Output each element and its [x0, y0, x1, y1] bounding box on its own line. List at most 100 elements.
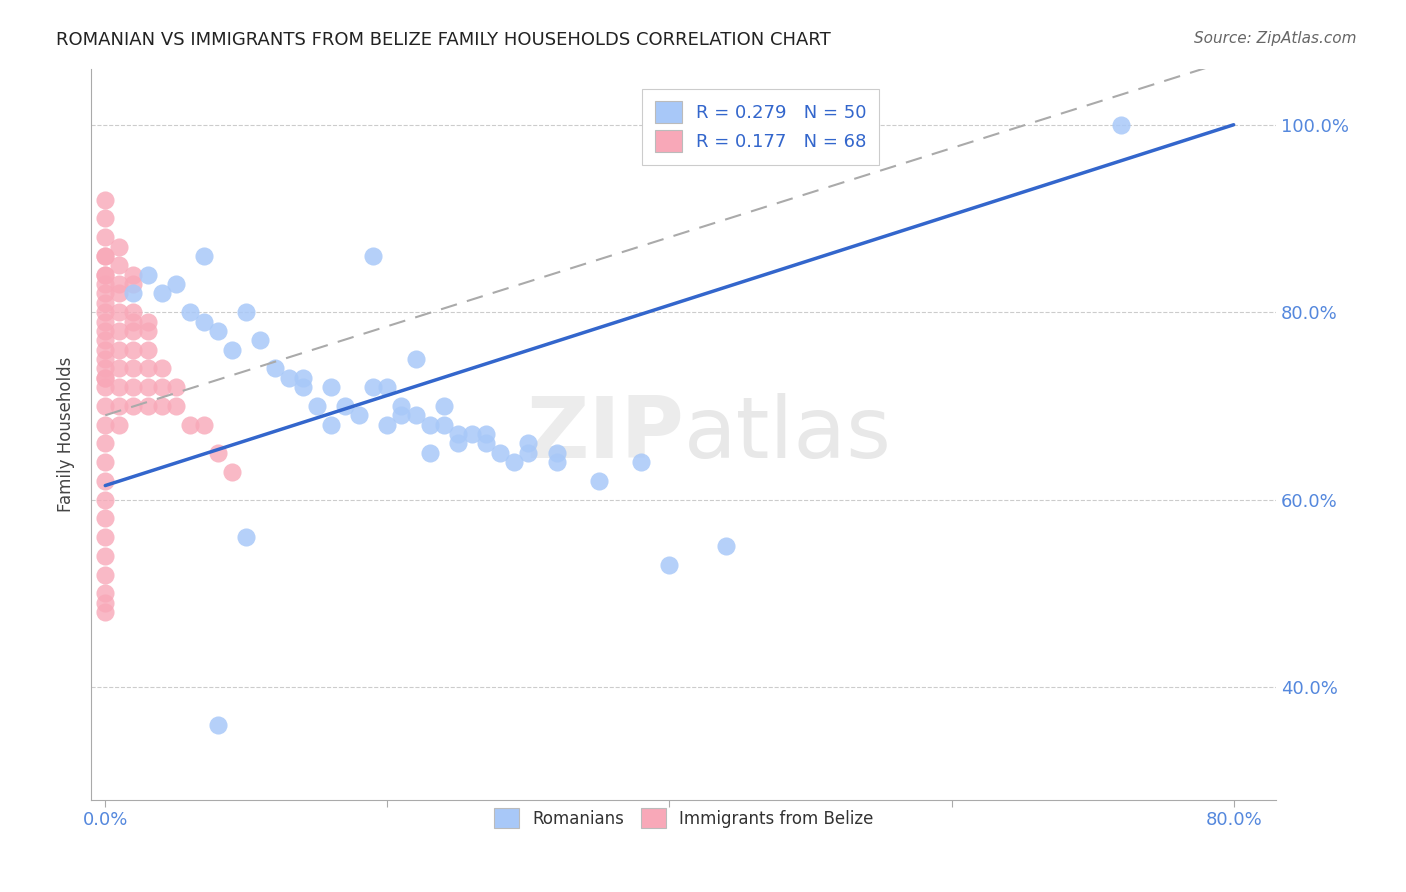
Point: [94, 193, 117, 207]
Point: [319, 417, 342, 432]
Point: [546, 446, 568, 460]
Point: [94, 249, 117, 263]
Text: ZIP: ZIP: [526, 392, 683, 475]
Point: [503, 455, 526, 469]
Point: [136, 314, 159, 328]
Point: [94, 295, 117, 310]
Point: [108, 380, 131, 394]
Point: [546, 455, 568, 469]
Point: [94, 492, 117, 507]
Point: [94, 361, 117, 376]
Point: [94, 586, 117, 600]
Point: [94, 371, 117, 385]
Point: [108, 343, 131, 357]
Point: [122, 399, 145, 413]
Point: [94, 343, 117, 357]
Legend: Romanians, Immigrants from Belize: Romanians, Immigrants from Belize: [486, 801, 880, 835]
Point: [517, 446, 540, 460]
Point: [263, 361, 285, 376]
Point: [94, 324, 117, 338]
Point: [108, 361, 131, 376]
Point: [221, 343, 243, 357]
Point: [235, 305, 257, 319]
Point: [405, 409, 427, 423]
Text: atlas: atlas: [683, 392, 891, 475]
Point: [94, 455, 117, 469]
Point: [136, 399, 159, 413]
Point: [108, 399, 131, 413]
Point: [419, 417, 441, 432]
Point: [94, 399, 117, 413]
Point: [94, 596, 117, 610]
Point: [94, 380, 117, 394]
Point: [277, 371, 299, 385]
Point: [108, 324, 131, 338]
Point: [94, 567, 117, 582]
Y-axis label: Family Households: Family Households: [58, 356, 75, 512]
Point: [122, 305, 145, 319]
Point: [94, 549, 117, 563]
Point: [108, 305, 131, 319]
Point: [94, 371, 117, 385]
Point: [630, 455, 652, 469]
Point: [165, 399, 187, 413]
Point: [433, 399, 456, 413]
Point: [193, 417, 215, 432]
Point: [179, 305, 201, 319]
Point: [108, 417, 131, 432]
Point: [179, 417, 201, 432]
Point: [108, 239, 131, 253]
Point: [249, 334, 271, 348]
Point: [405, 352, 427, 367]
Point: [122, 277, 145, 291]
Point: [193, 314, 215, 328]
Point: [319, 380, 342, 394]
Point: [361, 249, 384, 263]
Point: [391, 409, 413, 423]
Point: [489, 446, 512, 460]
Point: [207, 717, 229, 731]
Point: [419, 446, 441, 460]
Point: [94, 436, 117, 450]
Point: [136, 343, 159, 357]
Point: [658, 558, 681, 573]
Point: [447, 436, 470, 450]
Point: [94, 230, 117, 244]
Point: [291, 371, 314, 385]
Point: [94, 268, 117, 282]
Point: [94, 530, 117, 544]
Point: [1109, 118, 1132, 132]
Point: [108, 258, 131, 272]
Point: [94, 286, 117, 301]
Point: [347, 409, 370, 423]
Point: [94, 334, 117, 348]
Point: [94, 314, 117, 328]
Point: [475, 436, 498, 450]
Point: [136, 324, 159, 338]
Point: [122, 268, 145, 282]
Point: [517, 436, 540, 450]
Point: [94, 277, 117, 291]
Text: Source: ZipAtlas.com: Source: ZipAtlas.com: [1194, 31, 1357, 46]
Point: [122, 361, 145, 376]
Point: [361, 380, 384, 394]
Point: [94, 352, 117, 367]
Point: [94, 474, 117, 488]
Point: [94, 305, 117, 319]
Point: [433, 417, 456, 432]
Point: [150, 380, 173, 394]
Point: [122, 286, 145, 301]
Point: [377, 417, 399, 432]
Point: [136, 268, 159, 282]
Point: [150, 286, 173, 301]
Point: [221, 465, 243, 479]
Point: [193, 249, 215, 263]
Point: [461, 427, 484, 442]
Point: [122, 343, 145, 357]
Point: [94, 511, 117, 525]
Point: [122, 314, 145, 328]
Point: [377, 380, 399, 394]
Point: [207, 446, 229, 460]
Point: [94, 211, 117, 226]
Point: [122, 380, 145, 394]
